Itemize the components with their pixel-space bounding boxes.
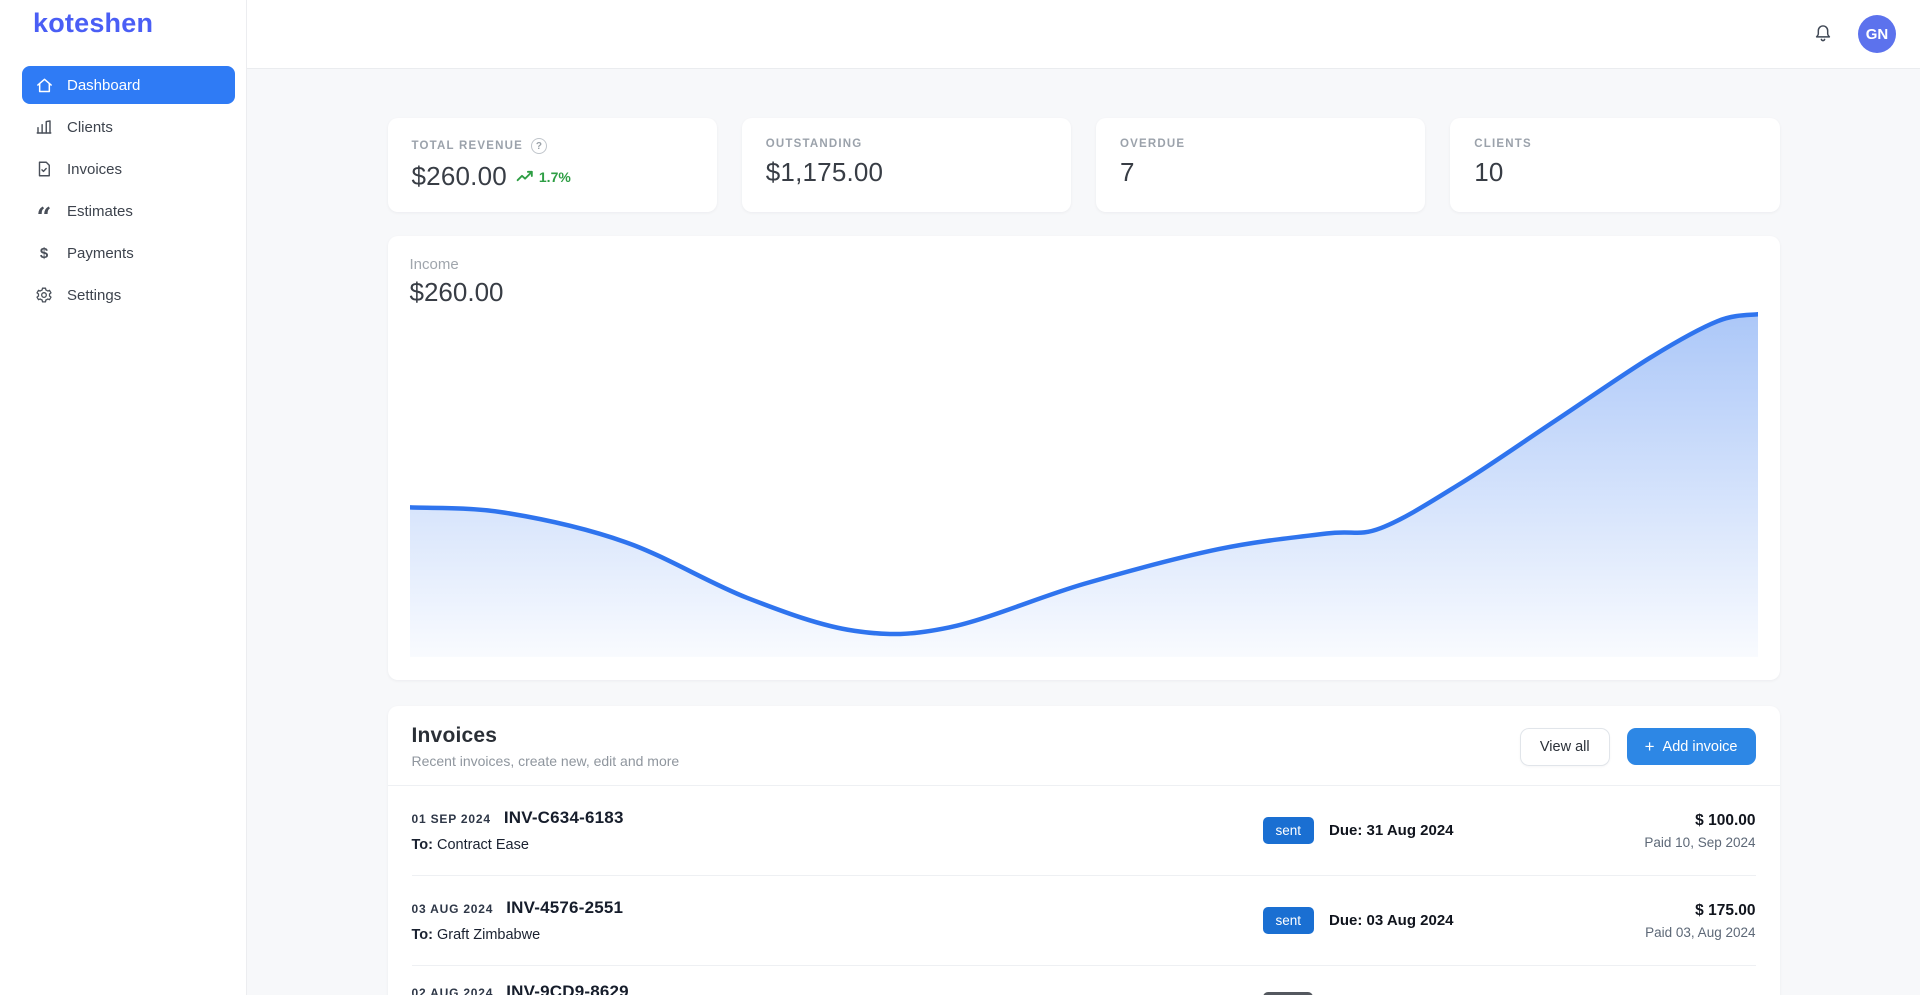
invoice-recipient: To: Contract Ease xyxy=(411,837,529,853)
invoice-row[interactable]: 01 SEP 2024 INV-C634-6183 To: Contract E… xyxy=(411,786,1756,876)
invoice-date: 03 AUG 2024 xyxy=(411,902,494,916)
gear-icon xyxy=(34,285,54,305)
sidebar-item-clients[interactable]: Clients xyxy=(22,108,235,146)
sidebar-item-label: Dashboard xyxy=(67,76,141,94)
invoices-subtitle: Recent invoices, create new, edit and mo… xyxy=(411,753,680,769)
income-area-chart xyxy=(409,309,1758,657)
sidebar-item-payments[interactable]: $ Payments xyxy=(22,234,235,272)
sidebar-item-invoices[interactable]: Invoices xyxy=(22,150,235,188)
brand-logo[interactable]: koteshen xyxy=(33,8,154,38)
invoice-date: 02 AUG 2024 xyxy=(411,986,494,995)
view-all-button[interactable]: View all xyxy=(1519,727,1610,766)
sidebar-item-label: Settings xyxy=(67,286,122,304)
trend-badge: 1.7% xyxy=(516,169,571,185)
invoice-due: Due: 03 Aug 2024 xyxy=(1329,912,1454,929)
help-icon[interactable]: ? xyxy=(530,138,547,154)
stat-value: $260.00 xyxy=(411,161,507,191)
invoice-number: INV-4576-2551 xyxy=(506,898,624,917)
invoice-paid-date: Paid 03, Aug 2024 xyxy=(1645,924,1756,940)
stat-label: OVERDUE xyxy=(1120,138,1186,150)
sidebar-item-dashboard[interactable]: Dashboard xyxy=(22,66,235,104)
dollar-icon: $ xyxy=(39,244,49,262)
stat-card-outstanding: OUTSTANDING $1,175.00 xyxy=(741,118,1071,212)
stat-label: CLIENTS xyxy=(1474,138,1532,150)
invoice-row[interactable]: 02 AUG 2024 INV-9CD9-8629 xyxy=(412,966,1756,995)
bell-icon[interactable] xyxy=(1812,23,1834,45)
status-badge: sent xyxy=(1262,907,1315,934)
sidebar-item-label: Estimates xyxy=(67,202,133,220)
income-label: Income xyxy=(409,256,459,273)
stat-value: 7 xyxy=(1120,157,1135,187)
invoice-date: 01 SEP 2024 xyxy=(411,812,491,826)
sidebar-item-label: Payments xyxy=(67,244,134,262)
stat-cards-row: TOTAL REVENUE ? $260.00 1.7% OUTSTANDING… xyxy=(387,118,1780,212)
income-value: $260.00 xyxy=(409,277,504,307)
invoice-row[interactable]: 03 AUG 2024 INV-4576-2551 To: Graft Zimb… xyxy=(411,876,1756,966)
add-invoice-button[interactable]: + Add invoice xyxy=(1626,728,1756,765)
invoice-list: 01 SEP 2024 INV-C634-6183 To: Contract E… xyxy=(388,786,1780,995)
avatar[interactable]: GN xyxy=(1858,15,1896,53)
invoices-card: Invoices Recent invoices, create new, ed… xyxy=(387,706,1780,995)
invoice-document-icon xyxy=(34,159,54,179)
invoice-due: Due: 31 Aug 2024 xyxy=(1329,822,1454,839)
invoices-title: Invoices xyxy=(411,724,498,747)
sidebar-nav: Dashboard Clients Invoices “ Estimates $… xyxy=(0,66,246,314)
sidebar-item-settings[interactable]: Settings xyxy=(22,276,235,314)
plus-icon: + xyxy=(1644,737,1655,756)
main-content: TOTAL REVENUE ? $260.00 1.7% OUTSTANDING… xyxy=(247,69,1920,995)
status-badge: sent xyxy=(1262,817,1315,844)
status-badge xyxy=(1262,992,1313,995)
sidebar-item-label: Clients xyxy=(67,118,113,136)
top-bar: GN xyxy=(247,0,1920,69)
clients-icon xyxy=(34,117,54,137)
stat-card-total-revenue: TOTAL REVENUE ? $260.00 1.7% xyxy=(387,118,717,212)
quote-icon: “ xyxy=(36,203,52,233)
sidebar-item-label: Invoices xyxy=(67,160,123,178)
stat-value: $1,175.00 xyxy=(765,157,884,187)
stat-card-overdue: OVERDUE 7 xyxy=(1096,118,1426,212)
invoice-amount: $ 175.00 xyxy=(1695,901,1756,919)
invoice-paid-date: Paid 10, Sep 2024 xyxy=(1644,834,1756,850)
add-invoice-label: Add invoice xyxy=(1662,738,1738,755)
stat-label: TOTAL REVENUE xyxy=(411,140,523,152)
invoices-header: Invoices Recent invoices, create new, ed… xyxy=(387,706,1780,786)
invoice-amount: $ 100.00 xyxy=(1695,811,1756,829)
sidebar-item-estimates[interactable]: “ Estimates xyxy=(22,192,235,233)
stat-value: 10 xyxy=(1474,157,1504,187)
stat-card-clients: CLIENTS 10 xyxy=(1450,118,1780,212)
trending-up-icon xyxy=(516,170,533,182)
home-icon xyxy=(34,75,54,95)
sidebar: koteshen Dashboard Clients Invoices “ Es… xyxy=(0,0,247,995)
income-chart-card: Income $260.00 xyxy=(387,236,1780,680)
stat-label: OUTSTANDING xyxy=(765,138,863,150)
invoice-number: INV-9CD9-8629 xyxy=(506,982,629,995)
trend-value: 1.7% xyxy=(538,168,571,185)
invoice-number: INV-C634-6183 xyxy=(503,808,624,827)
invoice-recipient: To: Graft Zimbabwe xyxy=(411,927,541,943)
